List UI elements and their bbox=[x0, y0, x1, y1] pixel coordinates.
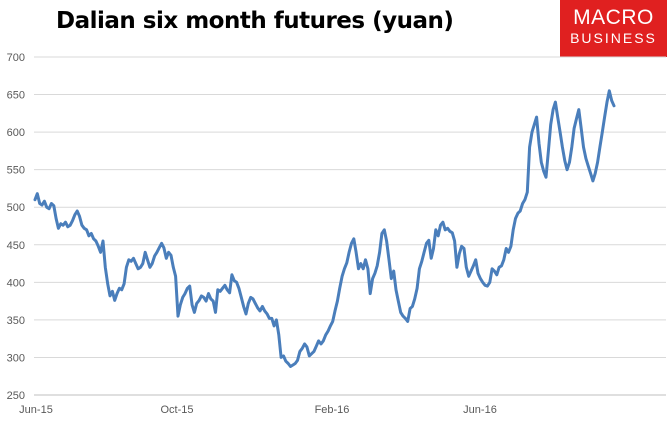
y-tick-label: 300 bbox=[7, 352, 25, 364]
y-tick-label: 250 bbox=[7, 390, 25, 402]
series-group bbox=[33, 89, 616, 368]
x-tick-label: Jun-16 bbox=[463, 404, 497, 416]
y-tick-label: 700 bbox=[7, 52, 25, 64]
x-axis: Jun-15 Oct-15 Feb-16 Jun-16 bbox=[19, 404, 497, 416]
logo-line-1: MACRO bbox=[573, 6, 654, 29]
y-tick-label: 400 bbox=[7, 277, 25, 289]
y-tick-label: 500 bbox=[7, 202, 25, 214]
macro-business-logo: MACRO BUSINESS bbox=[560, 0, 667, 57]
y-tick-label: 550 bbox=[7, 165, 25, 177]
gridlines bbox=[34, 56, 666, 396]
y-axis: 250 300 350 400 450 500 550 600 650 700 bbox=[7, 52, 25, 402]
series-line bbox=[33, 89, 616, 368]
chart-title: Dalian six month futures (yuan) bbox=[56, 8, 454, 34]
x-tick-label: Jun-15 bbox=[19, 404, 53, 416]
logo-line-2: BUSINESS bbox=[570, 30, 657, 46]
x-tick-label: Oct-15 bbox=[160, 404, 193, 416]
x-tick-label: Feb-16 bbox=[315, 404, 350, 416]
y-tick-label: 600 bbox=[7, 127, 25, 139]
y-tick-label: 650 bbox=[7, 90, 25, 102]
y-tick-label: 450 bbox=[7, 240, 25, 252]
y-tick-label: 350 bbox=[7, 315, 25, 327]
